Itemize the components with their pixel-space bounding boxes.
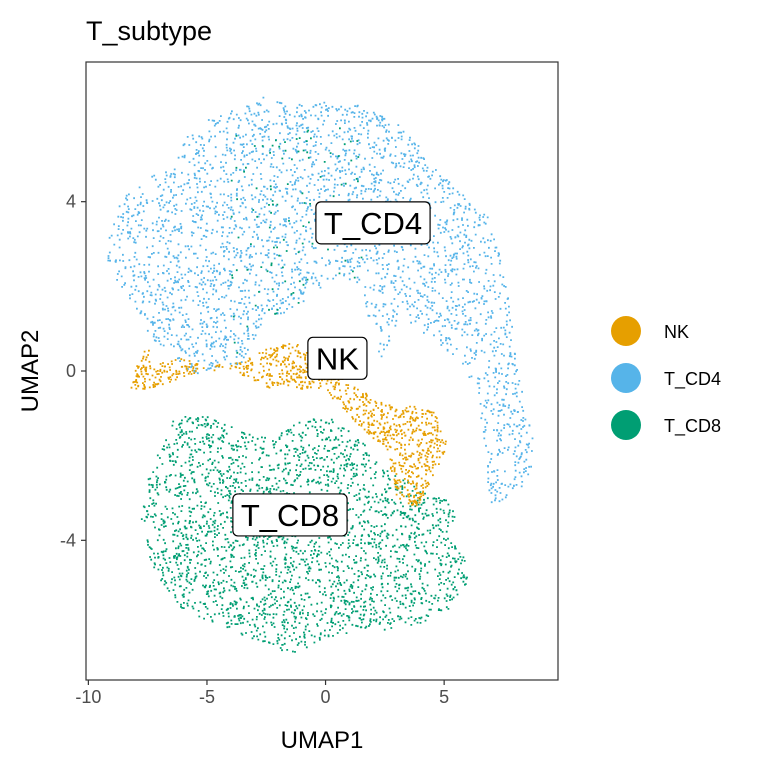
legend-item-t-cd8: T_CD8 bbox=[611, 410, 721, 440]
legend-label: T_CD8 bbox=[664, 416, 721, 437]
legend-key-nk bbox=[611, 316, 641, 346]
y-tick-label: 4 bbox=[66, 192, 76, 212]
cluster-label-text: NK bbox=[316, 341, 359, 376]
cluster-label-box bbox=[315, 201, 431, 245]
cluster-label-text: T_CD8 bbox=[241, 498, 339, 533]
y-axis: -4 0 4 bbox=[60, 192, 86, 550]
x-tick-label: 5 bbox=[439, 687, 449, 707]
y-tick-label: -4 bbox=[60, 530, 76, 550]
cluster-label-text: T_CD4 bbox=[324, 206, 422, 241]
legend-key-t-cd8 bbox=[611, 410, 641, 440]
point-cloud-t-cd4-points bbox=[107, 96, 534, 504]
x-axis: -10 -5 0 5 bbox=[75, 680, 449, 707]
legend: NK T_CD4 T_CD8 bbox=[611, 316, 721, 440]
cluster-label-nk: NK bbox=[307, 336, 368, 380]
legend-key-t-cd4 bbox=[611, 363, 641, 393]
legend-item-nk: NK bbox=[611, 316, 689, 346]
cluster-label-t-cd8: T_CD8 bbox=[232, 493, 348, 537]
y-tick-label: 0 bbox=[66, 361, 76, 381]
x-tick-label: 0 bbox=[321, 687, 331, 707]
chart-title: T_subtype bbox=[86, 16, 212, 46]
legend-label: T_CD4 bbox=[664, 369, 721, 390]
x-axis-title: UMAP1 bbox=[281, 727, 364, 754]
point-cloud-nk-points bbox=[130, 343, 447, 507]
x-tick-label: -5 bbox=[199, 687, 215, 707]
cluster-label-box bbox=[232, 493, 348, 537]
point-cloud-nk bbox=[130, 343, 447, 507]
cluster-labels: T_CD4 NK T_CD8 bbox=[232, 201, 431, 537]
x-tick-label: -10 bbox=[75, 687, 101, 707]
legend-item-t-cd4: T_CD4 bbox=[611, 363, 721, 393]
cluster-label-box bbox=[307, 336, 368, 380]
legend-label: NK bbox=[664, 322, 689, 342]
cluster-label-t-cd4: T_CD4 bbox=[315, 201, 431, 245]
y-axis-title: UMAP2 bbox=[17, 330, 44, 413]
point-cloud-t-cd4 bbox=[107, 96, 534, 504]
